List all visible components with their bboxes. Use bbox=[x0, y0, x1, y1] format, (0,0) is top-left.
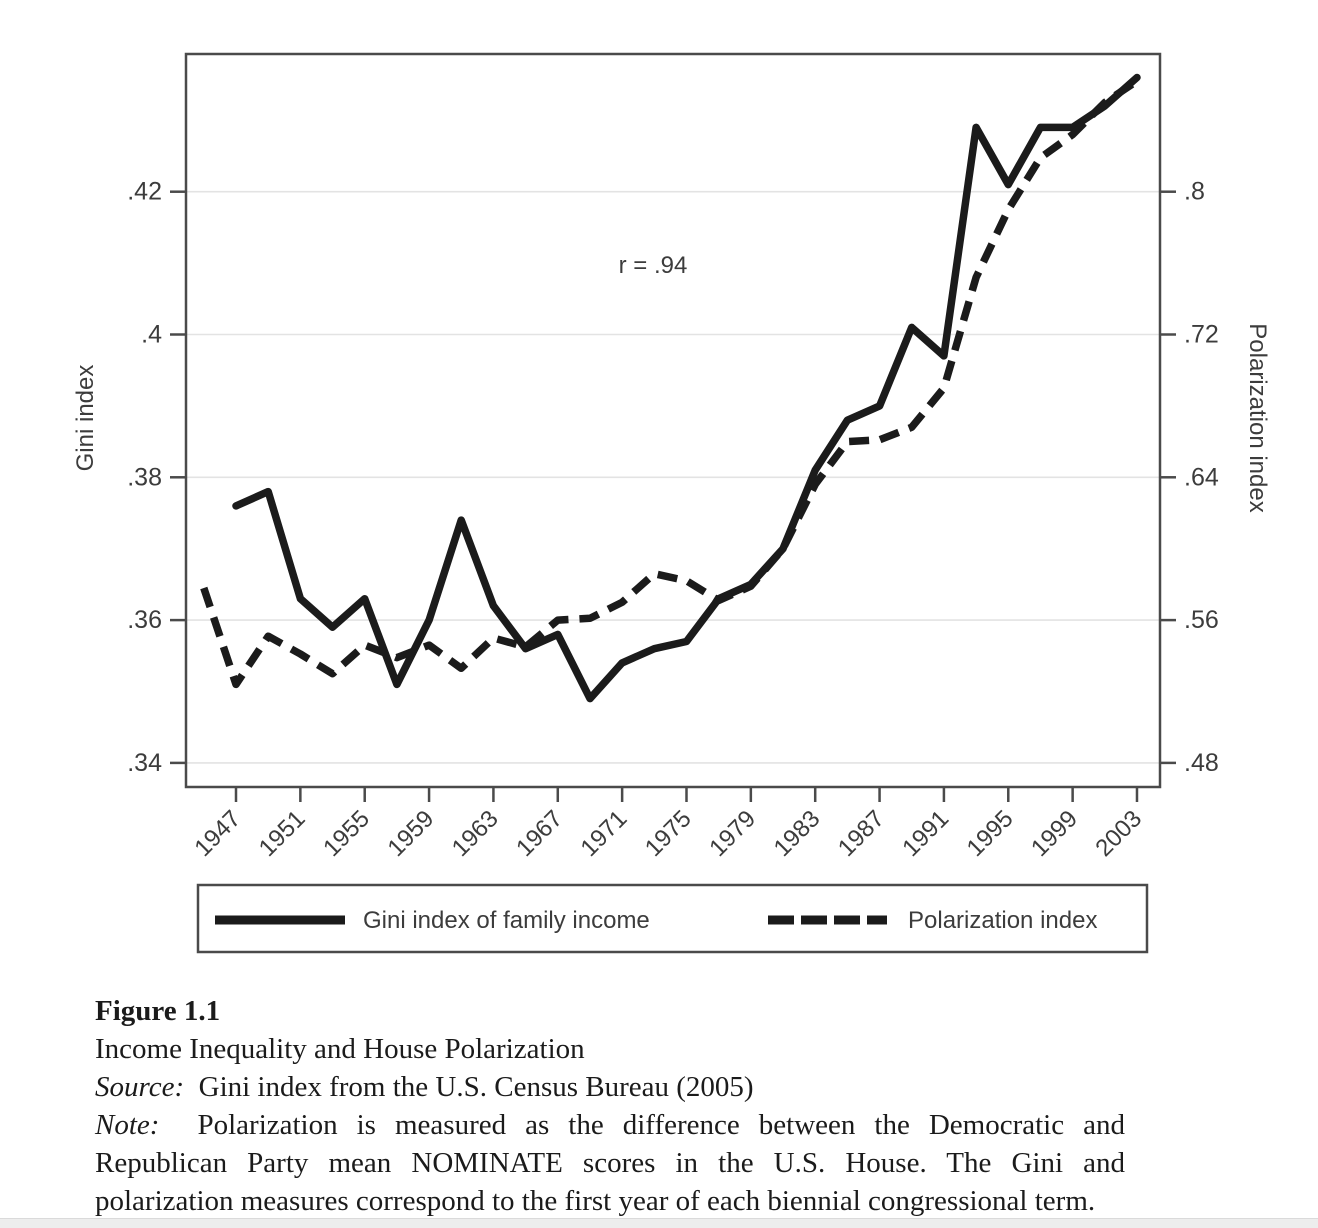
note-text: Polarization is measured as the differen… bbox=[95, 1109, 1125, 1217]
page-edge-strip bbox=[0, 1218, 1318, 1228]
plot-border bbox=[184, 52, 1162, 789]
figure-title: Income Inequality and House Polarization bbox=[95, 1033, 585, 1065]
series-gini-line bbox=[232, 73, 1141, 703]
data-series bbox=[200, 73, 1141, 703]
dual-axis-line-chart: .34 .36 .38 .4 .42 .48 .56 .64 .72 .8 1947 1951 1955… bbox=[72, 52, 1271, 954]
x-tick-label: 1951 bbox=[254, 805, 311, 862]
y-right-tick-label: .72 bbox=[1184, 321, 1219, 349]
right-axis-title: Polarization index bbox=[1244, 323, 1271, 512]
legend-box bbox=[196, 883, 1149, 954]
y-right-tick-label: .64 bbox=[1184, 463, 1219, 491]
x-tick-label: 1999 bbox=[1026, 805, 1083, 862]
x-tick-label: 2003 bbox=[1090, 805, 1147, 862]
x-tick-label: 1983 bbox=[769, 805, 826, 862]
x-tick-label: 1947 bbox=[189, 805, 246, 862]
x-tick-label: 1987 bbox=[833, 805, 890, 862]
gridlines bbox=[186, 190, 1160, 764]
left-axis-title: Gini index bbox=[72, 365, 99, 472]
x-tick-label: 1979 bbox=[704, 805, 761, 862]
x-tick-label: 1959 bbox=[382, 805, 439, 862]
note-label: Note: bbox=[95, 1109, 160, 1141]
source-text: Gini index from the U.S. Census Bureau (… bbox=[184, 1071, 754, 1103]
axis-ticks bbox=[170, 190, 1176, 802]
y-right-tick-label: .56 bbox=[1184, 606, 1219, 634]
y-left-tick-label: .36 bbox=[127, 606, 162, 634]
correlation-annotation: r = .94 bbox=[619, 252, 688, 279]
x-tick-label: 1991 bbox=[897, 805, 954, 862]
axis-tick-labels: .34 .36 .38 .4 .42 .48 .56 .64 .72 .8 1947 1951 1955… bbox=[127, 178, 1219, 862]
legend: Gini index of family income Polarization… bbox=[196, 883, 1149, 954]
y-right-tick-label: .48 bbox=[1184, 749, 1219, 777]
y-left-tick-label: .4 bbox=[141, 321, 162, 349]
x-tick-label: 1971 bbox=[576, 805, 633, 862]
plot-frame bbox=[184, 52, 1162, 789]
y-right-tick-label: .8 bbox=[1184, 178, 1205, 206]
y-left-tick-label: .42 bbox=[127, 178, 162, 206]
legend-label-gini: Gini index of family income bbox=[363, 907, 650, 934]
source-label: Source: bbox=[95, 1071, 185, 1103]
y-left-tick-label: .38 bbox=[127, 463, 162, 491]
legend-label-polarization: Polarization index bbox=[908, 907, 1097, 934]
figure-number: Figure 1.1 bbox=[95, 995, 221, 1027]
x-tick-label: 1967 bbox=[511, 805, 568, 862]
x-tick-label: 1955 bbox=[318, 805, 375, 862]
figure-source: Source: Gini index from the U.S. Census … bbox=[95, 1068, 1125, 1106]
figure-note: Note: Polarization is measured as the di… bbox=[95, 1106, 1125, 1220]
y-left-tick-label: .34 bbox=[127, 749, 162, 777]
x-tick-label: 1975 bbox=[640, 805, 697, 862]
x-tick-label: 1963 bbox=[447, 805, 504, 862]
x-tick-label: 1995 bbox=[962, 805, 1019, 862]
series-polarization-line bbox=[200, 77, 1140, 689]
figure-caption: Figure 1.1 Income Inequality and House P… bbox=[95, 992, 1125, 1220]
